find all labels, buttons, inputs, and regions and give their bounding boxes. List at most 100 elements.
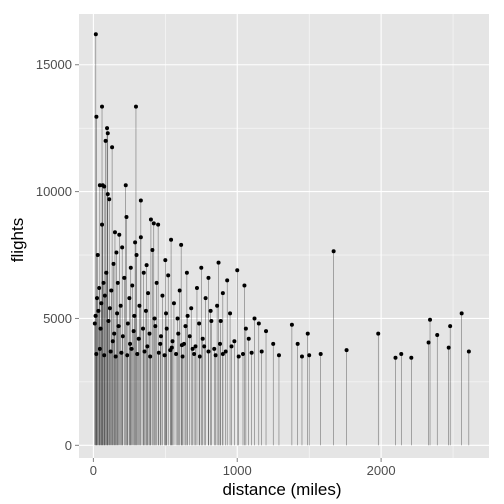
data-point <box>105 131 110 136</box>
data-point <box>194 286 199 291</box>
data-point <box>163 258 168 263</box>
data-point <box>93 32 98 37</box>
data-point <box>197 354 202 359</box>
data-point <box>229 344 234 349</box>
data-point <box>174 351 179 356</box>
data-point <box>119 350 124 355</box>
data-point <box>108 349 113 354</box>
data-point <box>435 332 440 337</box>
data-point <box>147 331 152 336</box>
data-point <box>134 253 139 258</box>
data-point <box>103 138 108 143</box>
data-point <box>162 353 167 358</box>
data-point <box>141 270 146 275</box>
data-point <box>116 324 121 329</box>
data-point <box>200 336 205 341</box>
data-point <box>189 306 194 311</box>
data-point <box>246 336 251 341</box>
data-point <box>307 353 312 358</box>
data-point <box>132 313 137 318</box>
data-point <box>122 275 127 280</box>
data-point <box>97 183 102 188</box>
data-point <box>136 336 141 341</box>
data-point <box>94 351 99 356</box>
data-point <box>117 232 122 237</box>
data-segments <box>94 34 470 446</box>
data-point <box>208 308 213 313</box>
data-points <box>92 32 471 360</box>
grid-lines <box>79 14 489 458</box>
data-point <box>212 346 217 351</box>
data-point <box>184 270 189 275</box>
data-point <box>213 353 218 358</box>
data-point <box>225 278 230 283</box>
data-point <box>127 296 132 301</box>
data-point <box>110 339 115 344</box>
data-point <box>183 324 188 329</box>
x-tick-label: 0 <box>90 463 97 478</box>
data-point <box>93 313 98 318</box>
data-point <box>141 326 146 331</box>
data-point <box>133 104 138 109</box>
data-point <box>97 346 102 351</box>
data-point <box>114 250 119 255</box>
data-point <box>344 348 349 353</box>
data-point <box>113 354 118 359</box>
data-point <box>146 291 151 296</box>
data-point <box>92 321 97 326</box>
data-point <box>243 326 248 331</box>
data-point <box>159 334 163 339</box>
data-point <box>426 340 431 345</box>
y-tick-label: 0 <box>65 438 72 453</box>
data-point <box>190 346 195 351</box>
data-point <box>109 288 114 293</box>
y-tick-label: 15000 <box>36 57 72 72</box>
data-point <box>152 316 157 321</box>
data-point <box>199 265 204 270</box>
data-point <box>216 260 221 265</box>
data-point <box>331 249 336 254</box>
data-point <box>169 237 174 242</box>
data-point <box>295 341 300 346</box>
data-point <box>156 350 161 355</box>
data-point <box>145 344 150 349</box>
data-point <box>236 354 241 359</box>
x-tick-label: 1000 <box>223 463 252 478</box>
data-point <box>123 183 128 188</box>
data-point <box>105 126 110 131</box>
data-point <box>289 322 294 327</box>
data-point <box>409 355 414 360</box>
data-point <box>118 303 123 308</box>
data-point <box>376 331 381 336</box>
data-point <box>148 217 153 222</box>
data-point <box>94 296 99 301</box>
data-point <box>428 317 433 322</box>
data-point <box>128 265 133 270</box>
data-point <box>144 263 149 268</box>
data-point <box>104 270 109 275</box>
data-point <box>107 306 112 311</box>
data-point <box>264 329 269 334</box>
data-point <box>193 344 198 349</box>
data-point <box>446 345 451 350</box>
data-point <box>177 288 182 293</box>
data-point <box>128 341 133 346</box>
data-point <box>154 280 159 285</box>
data-point <box>220 351 225 356</box>
data-point <box>100 104 105 109</box>
data-point <box>99 301 104 306</box>
data-point <box>112 230 117 235</box>
data-point <box>129 346 134 351</box>
data-point <box>135 351 140 356</box>
data-point <box>94 114 99 119</box>
data-point <box>318 351 323 356</box>
data-point <box>111 261 116 266</box>
data-point <box>399 351 404 356</box>
data-point <box>459 311 464 316</box>
data-point <box>143 308 148 313</box>
data-point <box>169 345 174 350</box>
data-point <box>164 311 169 316</box>
data-point <box>156 222 161 227</box>
data-point <box>232 339 237 344</box>
